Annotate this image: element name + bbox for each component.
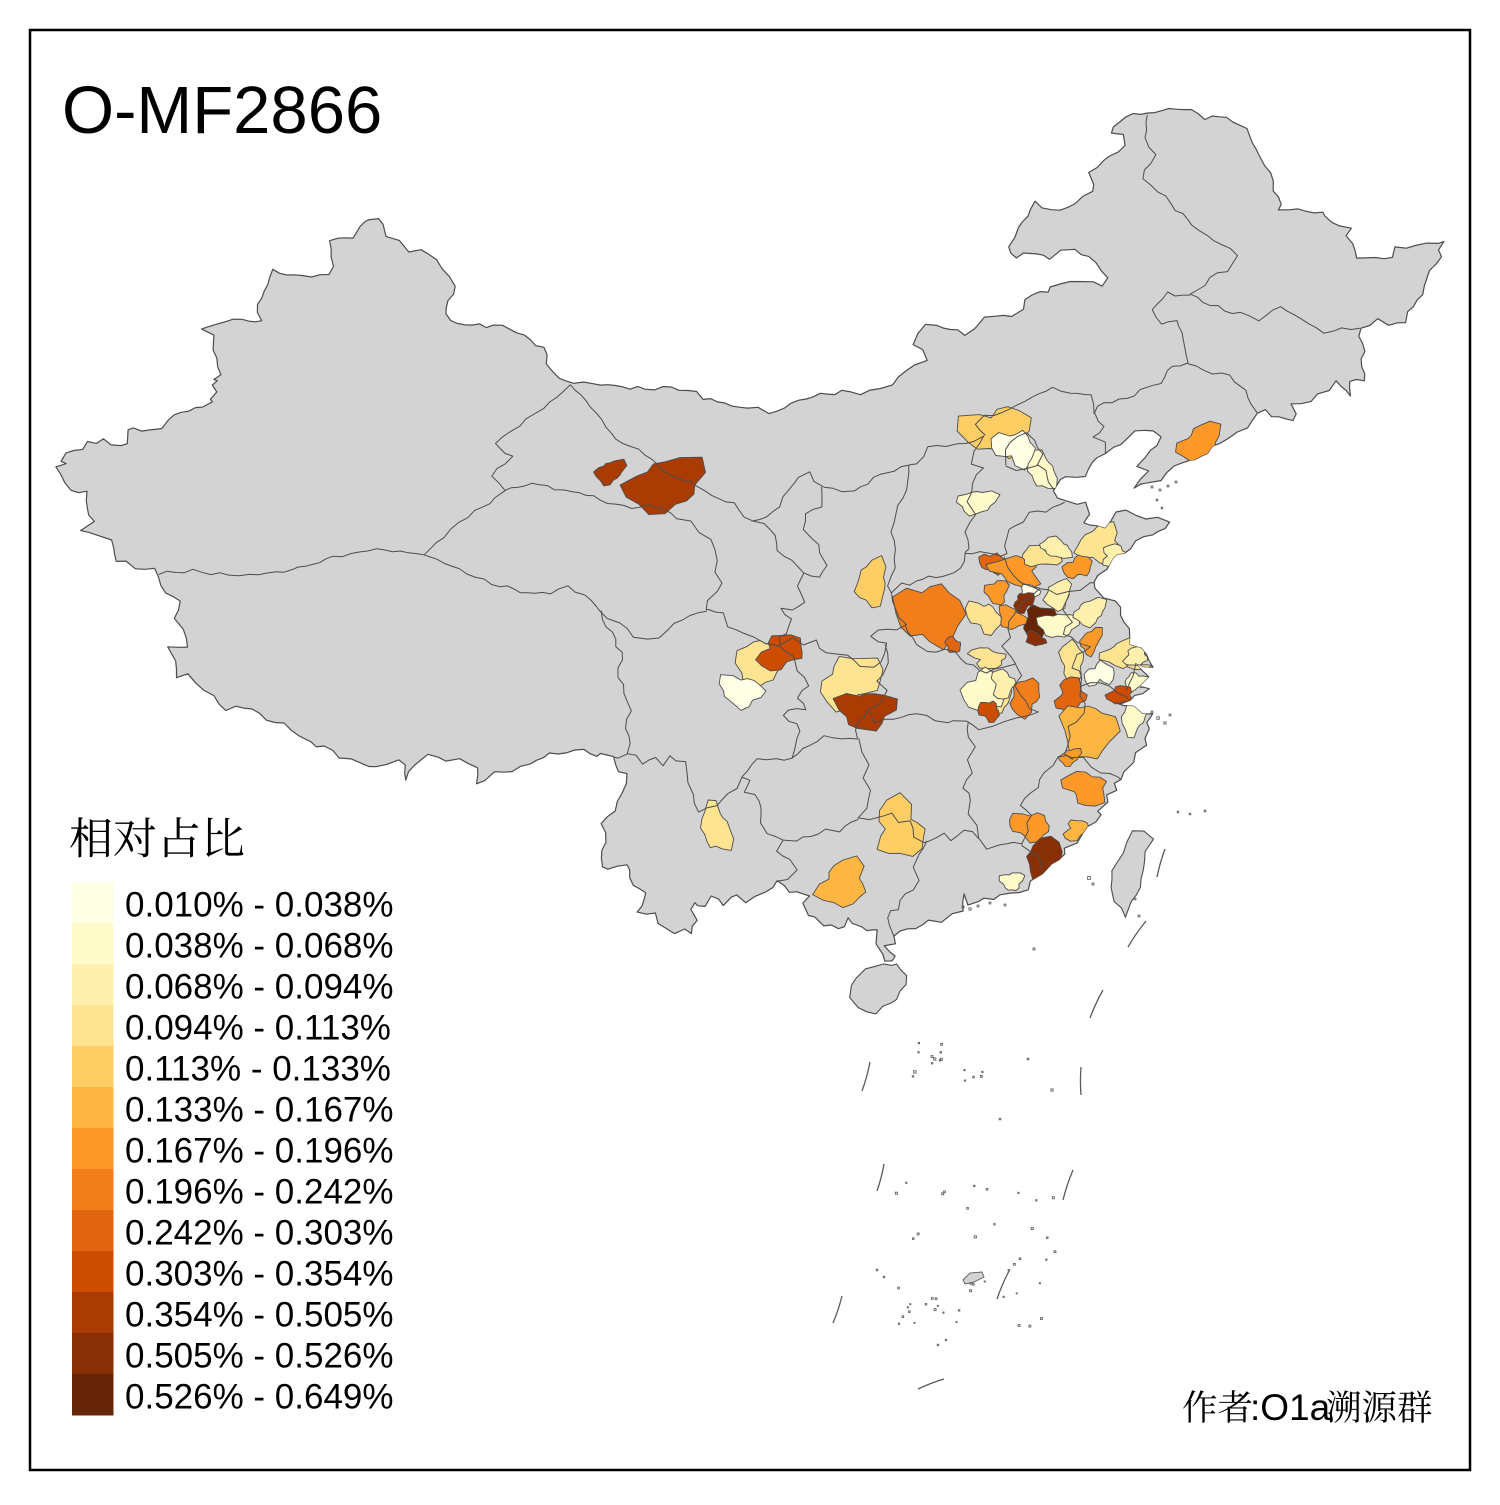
svg-text:0.354% - 0.505%: 0.354% - 0.505% <box>125 1296 394 1335</box>
svg-text:0.038% - 0.068%: 0.038% - 0.068% <box>125 927 394 966</box>
svg-text:0.133% - 0.167%: 0.133% - 0.167% <box>125 1091 394 1130</box>
svg-text:0.526% - 0.649%: 0.526% - 0.649% <box>125 1378 394 1417</box>
svg-text:0.167% - 0.196%: 0.167% - 0.196% <box>125 1132 394 1171</box>
svg-text:0.242% - 0.303%: 0.242% - 0.303% <box>125 1214 394 1253</box>
svg-text:0.303% - 0.354%: 0.303% - 0.354% <box>125 1255 394 1294</box>
svg-text:0.094% - 0.113%: 0.094% - 0.113% <box>125 1009 391 1048</box>
svg-text:0.196% - 0.242%: 0.196% - 0.242% <box>125 1173 394 1212</box>
svg-text:0.505% - 0.526%: 0.505% - 0.526% <box>125 1337 394 1376</box>
svg-text:0.068% - 0.094%: 0.068% - 0.094% <box>125 968 394 1007</box>
svg-text:0.010% - 0.038%: 0.010% - 0.038% <box>125 886 394 925</box>
svg-text:O-MF2866: O-MF2866 <box>62 73 382 148</box>
svg-text:0.113% - 0.133%: 0.113% - 0.133% <box>125 1050 391 1089</box>
svg-text::O1a: :O1a <box>1250 1387 1331 1428</box>
